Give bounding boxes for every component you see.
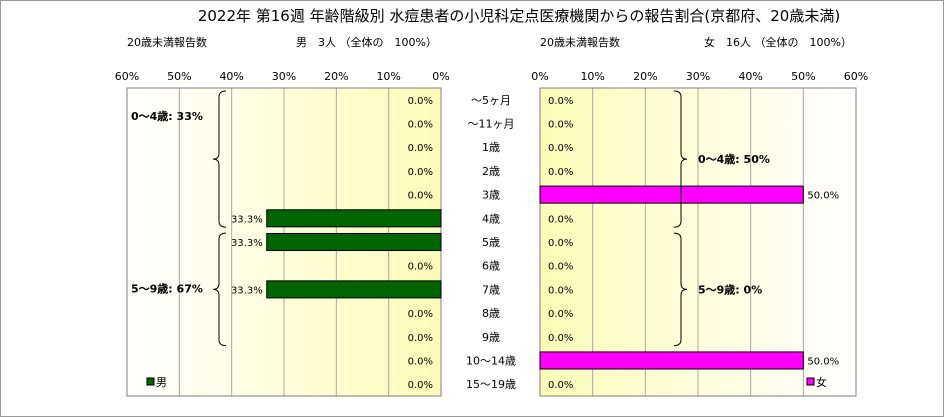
female-x-tick-label: 0%	[531, 70, 548, 83]
male-bar	[266, 280, 442, 299]
female-value-label: 0.0%	[548, 214, 573, 225]
age-category-label: 8歳	[482, 307, 500, 320]
age-category-label: 10〜14歳	[466, 354, 516, 367]
female-value-label: 0.0%	[548, 380, 573, 391]
male-value-label: 0.0%	[408, 167, 433, 178]
age-category-label: 9歳	[482, 331, 500, 344]
male-value-label: 33.3%	[231, 285, 263, 296]
female-value-label: 0.0%	[548, 309, 573, 320]
age-category-label: 6歳	[482, 260, 500, 273]
female-group-label: 0〜4歳: 50%	[698, 152, 770, 166]
male-legend-swatch	[146, 377, 155, 386]
female-group-label: 5〜9歳: 0%	[698, 282, 762, 296]
female-x-tick-label: 20%	[633, 70, 657, 83]
age-category-label: 〜11ヶ月	[468, 118, 515, 131]
age-category-label: 4歳	[482, 212, 500, 225]
female-value-label: 0.0%	[548, 285, 573, 296]
male-legend-label: 男	[156, 376, 167, 389]
female-value-label: 50.0%	[807, 191, 839, 202]
female-legend-label: 女	[816, 375, 827, 389]
male-bar	[266, 209, 442, 228]
age-category-label: 15〜19歳	[466, 378, 516, 391]
male-x-tick-label: 20%	[324, 70, 348, 83]
male-value-label: 0.0%	[408, 380, 433, 391]
male-value-label: 0.0%	[408, 96, 433, 107]
male-group-brace	[212, 90, 227, 228]
female-value-label: 0.0%	[548, 238, 573, 249]
female-x-tick-label: 30%	[686, 70, 710, 83]
male-value-label: 0.0%	[408, 333, 433, 344]
female-value-label: 0.0%	[548, 96, 573, 107]
male-value-label: 0.0%	[408, 191, 433, 202]
male-value-label: 0.0%	[408, 309, 433, 320]
male-x-tick-label: 60%	[115, 70, 139, 83]
female-header-value: 女 16人 （全体の 100%）	[704, 35, 852, 49]
female-plot-border	[539, 87, 857, 397]
male-group-label: 0〜4歳: 33%	[131, 109, 203, 123]
female-header-label: 20歳未満報告数	[540, 36, 620, 49]
male-header-label: 20歳未満報告数	[127, 36, 207, 49]
female-bar	[539, 185, 804, 204]
age-category-label: 7歳	[482, 283, 500, 296]
female-x-tick-label: 60%	[844, 70, 868, 83]
male-value-label: 33.3%	[231, 214, 263, 225]
age-category-label: 〜5ヶ月	[471, 94, 511, 107]
female-group-brace	[673, 232, 688, 347]
female-value-label: 0.0%	[548, 120, 573, 131]
female-value-label: 50.0%	[807, 356, 839, 367]
male-x-tick-label: 10%	[376, 70, 400, 83]
male-bar	[266, 232, 442, 252]
female-value-label: 0.0%	[548, 262, 573, 273]
male-x-tick-label: 40%	[219, 70, 243, 83]
female-value-label: 0.0%	[548, 333, 573, 344]
male-x-tick-label: 50%	[167, 70, 191, 83]
male-group-brace	[212, 232, 227, 347]
male-group-label: 5〜9歳: 67%	[131, 281, 203, 295]
female-x-tick-label: 50%	[791, 70, 815, 83]
female-value-label: 0.0%	[548, 167, 573, 178]
male-header-value: 男 3人 （全体の 100%）	[296, 35, 437, 49]
chart-title: 2022年 第16週 年齢階級別 水痘患者の小児科定点医療機関からの報告割合(京…	[198, 7, 840, 25]
age-category-label: 3歳	[482, 189, 500, 202]
male-value-label: 0.0%	[408, 120, 433, 131]
female-legend-swatch	[806, 377, 815, 386]
age-category-label: 5歳	[482, 236, 500, 249]
male-value-label: 0.0%	[408, 143, 433, 154]
female-x-tick-label: 10%	[580, 70, 604, 83]
male-x-tick-label: 0%	[432, 70, 449, 83]
male-value-label: 33.3%	[231, 238, 263, 249]
male-x-tick-label: 30%	[272, 70, 296, 83]
age-category-label: 2歳	[482, 165, 500, 178]
female-group-brace	[673, 90, 688, 228]
male-value-label: 0.0%	[408, 262, 433, 273]
female-x-tick-label: 40%	[738, 70, 762, 83]
male-value-label: 0.0%	[408, 356, 433, 367]
female-value-label: 0.0%	[548, 143, 573, 154]
female-bar	[539, 351, 804, 370]
age-category-label: 1歳	[482, 141, 500, 154]
